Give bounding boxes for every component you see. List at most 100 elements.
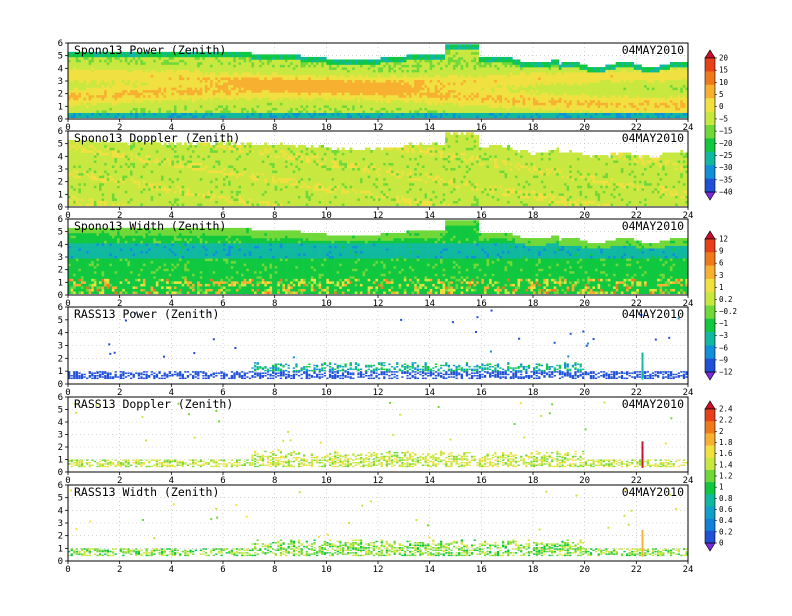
data-cell bbox=[220, 103, 223, 106]
data-cell bbox=[370, 100, 373, 103]
data-cell bbox=[104, 95, 107, 98]
data-cell bbox=[437, 67, 440, 70]
data-cell bbox=[484, 67, 487, 70]
data-cell bbox=[200, 105, 203, 108]
data-cell bbox=[357, 65, 360, 68]
data-cell bbox=[107, 65, 110, 68]
data-cell bbox=[448, 108, 451, 111]
data-cell bbox=[528, 97, 531, 100]
data-cell bbox=[71, 103, 74, 106]
data-cell bbox=[515, 72, 518, 75]
data-cell bbox=[251, 113, 254, 116]
data-cell bbox=[401, 85, 404, 88]
data-cell bbox=[556, 70, 559, 73]
data-cell bbox=[239, 57, 242, 60]
data-cell bbox=[399, 92, 402, 95]
data-cell bbox=[130, 92, 133, 95]
data-cell bbox=[308, 115, 311, 118]
data-cell bbox=[561, 90, 564, 93]
data-cell bbox=[577, 80, 580, 83]
data-cell bbox=[435, 105, 438, 108]
data-cell bbox=[458, 54, 461, 57]
data-cell bbox=[91, 62, 94, 65]
data-cell bbox=[109, 62, 112, 65]
data-cell bbox=[308, 77, 311, 80]
data-cell bbox=[453, 95, 456, 98]
data-cell bbox=[357, 95, 360, 98]
data-cell bbox=[357, 115, 360, 118]
data-cell bbox=[375, 59, 378, 62]
data-cell bbox=[494, 75, 497, 78]
data-cell bbox=[96, 59, 99, 62]
data-cell bbox=[324, 70, 327, 73]
data-cell bbox=[166, 65, 169, 68]
data-cell bbox=[285, 54, 288, 57]
data-cell bbox=[306, 92, 309, 95]
data-cell bbox=[270, 62, 273, 65]
data-cell bbox=[130, 97, 133, 100]
data-cell bbox=[115, 75, 118, 78]
data-cell bbox=[559, 113, 562, 116]
data-cell bbox=[515, 115, 518, 118]
data-cell bbox=[502, 85, 505, 88]
data-cell bbox=[450, 47, 453, 50]
data-cell bbox=[306, 108, 309, 111]
data-cell bbox=[492, 85, 495, 88]
data-cell bbox=[262, 103, 265, 106]
data-cell bbox=[326, 70, 329, 73]
data-cell bbox=[120, 97, 123, 100]
data-cell bbox=[264, 59, 267, 62]
data-cell bbox=[267, 100, 270, 103]
data-cell bbox=[135, 90, 138, 93]
data-cell bbox=[133, 77, 136, 80]
data-cell bbox=[394, 108, 397, 111]
data-cell bbox=[559, 82, 562, 85]
data-cell bbox=[228, 82, 231, 85]
data-cell bbox=[487, 97, 490, 100]
data-cell bbox=[277, 65, 280, 68]
data-cell bbox=[228, 115, 231, 118]
data-cell bbox=[202, 75, 205, 78]
data-cell bbox=[425, 113, 428, 116]
data-cell bbox=[523, 65, 526, 68]
data-cell bbox=[213, 103, 216, 106]
data-cell bbox=[502, 80, 505, 83]
data-cell bbox=[538, 70, 541, 73]
data-cell bbox=[445, 54, 448, 57]
data-cell bbox=[133, 70, 136, 73]
data-cell bbox=[342, 85, 345, 88]
data-cell bbox=[303, 82, 306, 85]
data-cell bbox=[388, 72, 391, 75]
data-cell bbox=[443, 100, 446, 103]
data-cell bbox=[277, 113, 280, 116]
data-cell bbox=[102, 95, 105, 98]
data-cell bbox=[368, 65, 371, 68]
data-cell bbox=[582, 80, 585, 83]
data-cell bbox=[321, 113, 324, 116]
data-cell bbox=[288, 59, 291, 62]
data-cell bbox=[81, 82, 84, 85]
data-cell bbox=[161, 103, 164, 106]
data-cell bbox=[556, 80, 559, 83]
data-cell bbox=[262, 70, 265, 73]
data-cell bbox=[133, 65, 136, 68]
data-cell bbox=[417, 57, 420, 60]
data-cell bbox=[456, 110, 459, 113]
data-cell bbox=[112, 92, 115, 95]
data-cell bbox=[78, 95, 81, 98]
data-cell bbox=[275, 82, 278, 85]
data-cell bbox=[324, 100, 327, 103]
data-cell bbox=[492, 90, 495, 93]
data-cell bbox=[363, 95, 366, 98]
data-cell bbox=[445, 115, 448, 118]
data-cell bbox=[399, 103, 402, 106]
data-cell bbox=[525, 110, 528, 113]
data-cell bbox=[370, 92, 373, 95]
data-cell bbox=[270, 72, 273, 75]
data-cell bbox=[494, 113, 497, 116]
data-cell bbox=[184, 62, 187, 65]
data-cell bbox=[239, 115, 242, 118]
data-cell bbox=[321, 105, 324, 108]
data-cell bbox=[499, 57, 502, 60]
data-cell bbox=[523, 115, 526, 118]
